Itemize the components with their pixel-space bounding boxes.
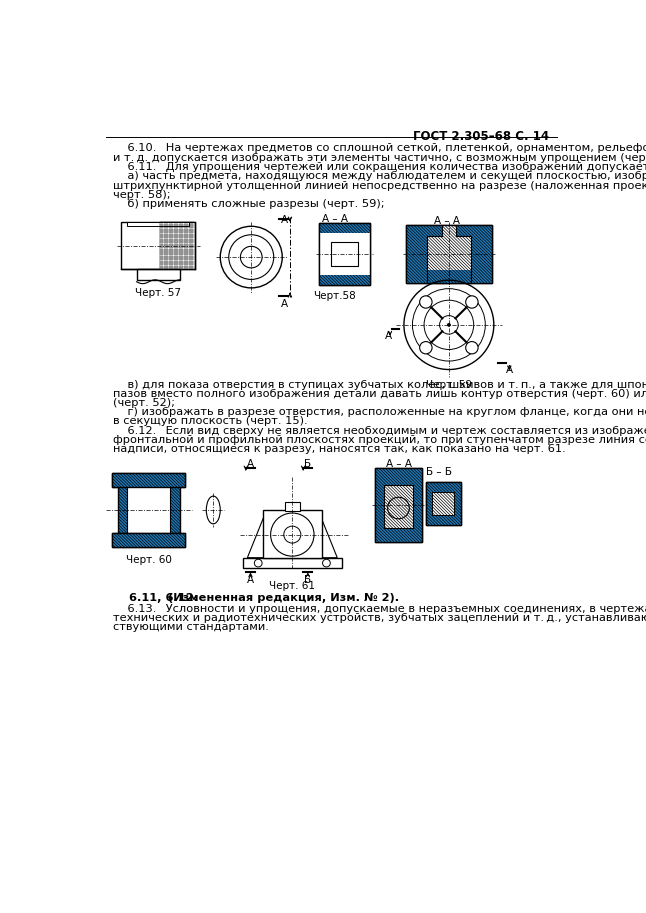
Text: Б – Б: Б – Б <box>426 467 452 477</box>
Bar <box>384 486 413 528</box>
Text: черт. 58);: черт. 58); <box>113 190 171 200</box>
Text: А – А: А – А <box>322 214 348 224</box>
Bar <box>426 482 461 525</box>
Circle shape <box>420 296 432 309</box>
Text: 6.11, 6.12.: 6.11, 6.12. <box>113 593 202 603</box>
Bar <box>285 502 300 511</box>
Circle shape <box>420 341 432 354</box>
Text: 6.13.  Условности и упрощения, допускаемые в неразъемных соединениях, в чертежах: 6.13. Условности и упрощения, допускаемы… <box>113 603 646 614</box>
Text: А: А <box>506 365 513 375</box>
Circle shape <box>447 323 450 326</box>
Bar <box>375 468 422 541</box>
Text: ствующими стандартами.: ствующими стандартами. <box>113 622 269 632</box>
Text: а) часть предмета, находящуюся между наблюдателем и секущей плоскостью, изобража: а) часть предмета, находящуюся между наб… <box>113 172 646 182</box>
Bar <box>320 233 370 275</box>
Bar <box>127 222 189 226</box>
Bar <box>320 223 370 285</box>
Bar <box>375 468 422 541</box>
Circle shape <box>466 296 478 309</box>
Text: Б: Б <box>304 574 311 584</box>
Text: А – А: А – А <box>386 459 412 469</box>
Text: А: А <box>247 459 254 469</box>
Text: (Измененная редакция, Изм. № 2).: (Измененная редакция, Изм. № 2). <box>167 593 399 603</box>
Bar <box>320 223 370 233</box>
Text: ГОСТ 2.305–68 С. 14: ГОСТ 2.305–68 С. 14 <box>413 130 549 142</box>
Bar <box>118 487 180 533</box>
Text: пазов вместо полного изображения детали давать лишь контур отверстия (черт. 60) : пазов вместо полного изображения детали … <box>113 389 646 399</box>
Bar <box>112 533 185 547</box>
Bar <box>406 225 492 282</box>
Circle shape <box>284 526 301 543</box>
Bar <box>331 242 358 267</box>
Text: и т. д. допускается изображать эти элементы частично, с возможным упрощением (че: и т. д. допускается изображать эти элеме… <box>113 152 646 163</box>
Bar <box>426 482 461 525</box>
Bar <box>112 473 185 487</box>
Text: А: А <box>281 299 288 309</box>
Text: б) применять сложные разрезы (черт. 59);: б) применять сложные разрезы (черт. 59); <box>113 199 385 209</box>
Text: Черт.58: Черт.58 <box>313 291 357 301</box>
Text: Черт. 57: Черт. 57 <box>135 288 182 298</box>
Bar <box>112 473 185 487</box>
Text: штрихпунктирной утолщенной линией непосредственно на разрезе (наложенная проекци: штрихпунктирной утолщенной линией непоср… <box>113 181 646 191</box>
Bar <box>121 222 195 269</box>
Text: Б: Б <box>304 459 311 469</box>
Text: 6.10.  На чертежах предметов со сплошной сеткой, плетенкой, орнаментом, рельефом: 6.10. На чертежах предметов со сплошной … <box>113 143 646 153</box>
Bar <box>171 487 180 533</box>
Text: технических и радиотехнических устройств, зубчатых зацеплений и т. д., устанавли: технических и радиотехнических устройств… <box>113 613 646 623</box>
Bar <box>112 533 185 547</box>
Bar <box>442 225 456 238</box>
Bar <box>112 473 185 487</box>
Bar <box>136 269 180 280</box>
Text: А: А <box>281 215 288 225</box>
Text: в секущую плоскость (черт. 15).: в секущую плоскость (черт. 15). <box>113 415 308 425</box>
Bar <box>406 225 492 282</box>
Bar <box>112 533 185 547</box>
Bar <box>118 487 127 533</box>
Bar <box>118 487 127 533</box>
Bar <box>426 482 461 525</box>
Text: А: А <box>247 574 254 584</box>
Text: г) изображать в разрезе отверстия, расположенные на круглом фланце, когда они не: г) изображать в разрезе отверстия, распо… <box>113 407 646 416</box>
Text: фронтальной и профильной плоскостях проекций, то при ступенчатом разрезе линия с: фронтальной и профильной плоскостях прое… <box>113 435 646 445</box>
Bar <box>171 487 180 533</box>
Circle shape <box>388 498 410 519</box>
Text: в) для показа отверстия в ступицах зубчатых колес, шкивов и т. п., а также для ш: в) для показа отверстия в ступицах зубча… <box>113 380 646 390</box>
Text: 6.11.  Для упрощения чертежей или сокращения количества изображений допускается:: 6.11. Для упрощения чертежей или сокраще… <box>113 163 646 173</box>
Bar <box>243 558 342 569</box>
Text: А: А <box>385 331 392 341</box>
Text: надписи, относящиеся к разрезу, наносятся так, как показано на черт. 61.: надписи, относящиеся к разрезу, наносятс… <box>113 444 566 454</box>
Text: Черт. 59: Черт. 59 <box>426 381 472 390</box>
Bar <box>406 225 492 282</box>
Text: А – А: А – А <box>433 215 459 226</box>
Text: Черт. 60: Черт. 60 <box>125 554 171 564</box>
Bar <box>320 275 370 285</box>
Text: 6.12.  Если вид сверху не является необходимым и чертеж составляется из изображе: 6.12. Если вид сверху не является необхо… <box>113 425 646 436</box>
Circle shape <box>466 341 478 354</box>
Text: Черт. 61: Черт. 61 <box>269 581 315 591</box>
Bar <box>427 236 470 270</box>
Text: (черт. 52);: (черт. 52); <box>113 398 175 408</box>
Bar <box>432 492 454 515</box>
Bar <box>263 510 322 558</box>
Circle shape <box>271 513 314 556</box>
Bar <box>375 468 422 541</box>
Bar <box>320 223 370 285</box>
